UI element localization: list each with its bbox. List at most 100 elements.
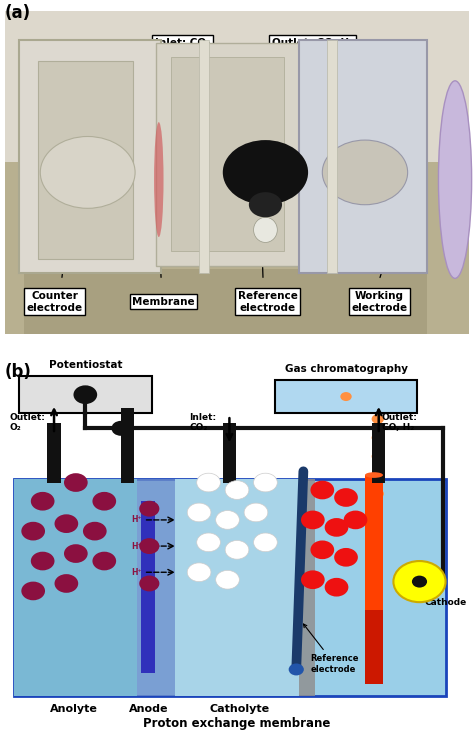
- Circle shape: [64, 474, 88, 492]
- Bar: [199, 40, 209, 273]
- Bar: [5, 161, 469, 334]
- Bar: [175, 479, 299, 696]
- Circle shape: [216, 570, 239, 589]
- Text: Inlet:
CO₂: Inlet: CO₂: [190, 413, 217, 432]
- Bar: [137, 479, 175, 696]
- Circle shape: [334, 488, 358, 507]
- Circle shape: [31, 552, 55, 570]
- Bar: [372, 423, 385, 482]
- Bar: [365, 610, 383, 685]
- Ellipse shape: [254, 217, 277, 243]
- Circle shape: [310, 540, 334, 559]
- Text: Potentiostat: Potentiostat: [48, 360, 122, 370]
- Circle shape: [40, 136, 135, 208]
- Circle shape: [55, 574, 78, 593]
- Bar: [365, 475, 383, 610]
- Text: Anolyte: Anolyte: [49, 704, 98, 714]
- Circle shape: [21, 581, 45, 600]
- Circle shape: [325, 578, 348, 597]
- Text: Outlet:
CO, H₂: Outlet: CO, H₂: [382, 413, 418, 432]
- Text: Reference
electrode: Reference electrode: [303, 624, 359, 674]
- Circle shape: [249, 192, 282, 217]
- Circle shape: [372, 414, 384, 424]
- Bar: [171, 57, 284, 251]
- Bar: [14, 479, 137, 696]
- Bar: [327, 40, 337, 273]
- Circle shape: [372, 452, 384, 461]
- Circle shape: [289, 663, 304, 675]
- Text: Counter
electrode: Counter electrode: [27, 291, 82, 312]
- Ellipse shape: [365, 472, 383, 478]
- Text: Membrane: Membrane: [132, 297, 195, 306]
- Bar: [299, 479, 315, 696]
- Circle shape: [244, 503, 268, 522]
- Ellipse shape: [438, 81, 472, 279]
- Text: Cathode part: Cathode part: [255, 63, 333, 73]
- Ellipse shape: [154, 122, 164, 237]
- Circle shape: [139, 501, 159, 517]
- Text: H⁺: H⁺: [131, 568, 141, 577]
- Circle shape: [412, 575, 427, 588]
- Bar: [223, 423, 236, 482]
- Circle shape: [92, 552, 116, 570]
- Text: Outlet:
O₂: Outlet: O₂: [9, 413, 46, 432]
- Text: Reference
electrode: Reference electrode: [238, 291, 298, 312]
- Circle shape: [310, 481, 334, 499]
- Bar: [14, 479, 446, 696]
- Circle shape: [187, 503, 211, 522]
- Circle shape: [393, 561, 446, 603]
- Circle shape: [92, 492, 116, 511]
- Bar: [275, 380, 417, 413]
- Bar: [19, 40, 161, 273]
- Circle shape: [372, 489, 384, 498]
- Bar: [156, 43, 308, 266]
- Circle shape: [372, 470, 384, 480]
- Text: Catholyte: Catholyte: [210, 704, 269, 714]
- Bar: [19, 376, 152, 413]
- Bar: [24, 269, 427, 334]
- Text: Anode: Anode: [128, 704, 168, 714]
- Circle shape: [322, 140, 408, 205]
- Bar: [141, 501, 155, 673]
- Circle shape: [225, 540, 249, 559]
- Circle shape: [301, 570, 325, 589]
- Circle shape: [344, 511, 367, 529]
- Circle shape: [216, 511, 239, 529]
- Circle shape: [21, 522, 45, 540]
- Circle shape: [325, 518, 348, 537]
- Circle shape: [31, 492, 55, 511]
- Circle shape: [73, 386, 97, 404]
- Text: (a): (a): [5, 4, 31, 21]
- Text: Inlet: CO₂: Inlet: CO₂: [155, 38, 210, 48]
- Bar: [5, 11, 469, 161]
- Circle shape: [64, 544, 88, 563]
- Circle shape: [55, 515, 78, 533]
- Circle shape: [197, 533, 220, 552]
- Circle shape: [111, 421, 130, 436]
- Bar: [47, 423, 61, 482]
- Text: Anode part: Anode part: [72, 63, 137, 73]
- Text: Proton exchange membrane: Proton exchange membrane: [143, 717, 331, 730]
- Circle shape: [139, 575, 159, 592]
- Bar: [299, 40, 427, 273]
- Circle shape: [139, 538, 159, 554]
- Circle shape: [225, 481, 249, 499]
- Circle shape: [254, 533, 277, 552]
- Bar: [38, 61, 133, 259]
- Text: Gas chromatography: Gas chromatography: [284, 364, 408, 374]
- Circle shape: [340, 392, 352, 401]
- Text: H⁺: H⁺: [131, 542, 141, 550]
- Text: Outlet: CO, H₂: Outlet: CO, H₂: [272, 38, 354, 48]
- Text: Cathode: Cathode: [422, 583, 466, 608]
- Circle shape: [197, 474, 220, 492]
- Circle shape: [334, 548, 358, 567]
- Circle shape: [301, 511, 325, 529]
- Text: H⁺: H⁺: [131, 515, 141, 524]
- Circle shape: [223, 140, 308, 205]
- Bar: [121, 408, 134, 482]
- Circle shape: [372, 432, 384, 443]
- Text: Working
electrode: Working electrode: [351, 291, 407, 312]
- Text: (b): (b): [5, 363, 32, 381]
- Circle shape: [187, 563, 211, 581]
- Circle shape: [254, 474, 277, 492]
